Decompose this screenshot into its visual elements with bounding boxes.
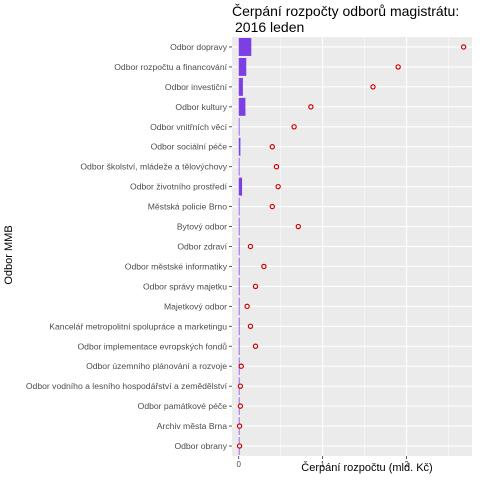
- data-point: [276, 185, 280, 189]
- category-label: Odbor kultury: [175, 102, 227, 112]
- x-tick-label: 0: [236, 460, 241, 469]
- category-label: Bytový odbor: [177, 222, 227, 232]
- category-label: Odbor investiční: [165, 82, 228, 92]
- bar: [239, 38, 252, 56]
- data-point: [462, 45, 466, 49]
- bar: [239, 198, 240, 216]
- category-label: Odbor školství, mládeže a tělovýchovy: [80, 162, 227, 172]
- chart-subtitle: 2016 leden: [235, 19, 304, 35]
- data-point: [237, 424, 241, 428]
- data-point: [253, 284, 257, 288]
- data-point: [239, 364, 243, 368]
- y-axis-title: Odbor MMB: [3, 225, 15, 284]
- data-point: [253, 344, 257, 348]
- category-label: Odbor správy majetku: [143, 281, 227, 291]
- data-point: [248, 324, 252, 328]
- bar: [239, 317, 240, 335]
- bar: [239, 277, 240, 295]
- bar: [239, 218, 240, 236]
- data-point: [270, 145, 274, 149]
- bar: [239, 118, 240, 136]
- bar: [239, 98, 246, 116]
- data-point: [396, 65, 400, 69]
- chart-title: Čerpání rozpočty odborů magistrátu:: [232, 3, 459, 19]
- bar: [239, 337, 240, 355]
- category-label: Odbor městské informatiky: [125, 261, 228, 271]
- data-point: [248, 244, 252, 248]
- data-point: [309, 105, 313, 109]
- category-label: Odbor životního prostředí: [130, 182, 228, 192]
- bar: [239, 78, 243, 96]
- category-label: Odbor sociální péče: [151, 142, 228, 152]
- category-label: Odbor rozpočtu a financování: [114, 62, 227, 72]
- bar: [239, 257, 240, 275]
- data-point: [270, 204, 274, 208]
- category-label: Odbor dopravy: [170, 42, 228, 52]
- bar: [239, 178, 242, 196]
- category-label: Městská policie Brno: [148, 202, 228, 212]
- bar: [239, 297, 240, 315]
- category-label: Odbor územního plánování a rozvoje: [86, 361, 227, 371]
- bar: [239, 238, 240, 256]
- data-point: [238, 404, 242, 408]
- category-label: Kancelář metropolitní spolupráce a marke…: [49, 321, 227, 331]
- data-point: [238, 384, 242, 388]
- category-label: Odbor implementace evropských fondů: [77, 341, 227, 351]
- data-point: [292, 125, 296, 129]
- category-label: Odbor vnitřních věcí: [150, 122, 228, 132]
- bar: [239, 138, 241, 156]
- category-label: Odbor památkové péče: [138, 401, 228, 411]
- bar: [239, 58, 247, 76]
- data-point: [274, 165, 278, 169]
- data-point: [245, 304, 249, 308]
- x-axis-title: Čerpání rozpočtu (mld. Kč): [301, 461, 432, 474]
- data-point: [262, 264, 266, 268]
- data-point: [237, 444, 241, 448]
- data-point: [296, 224, 300, 228]
- category-label: Odbor vodního a lesního hospodářství a z…: [26, 381, 228, 391]
- category-label: Archiv města Brna: [157, 421, 227, 431]
- data-point: [371, 85, 375, 89]
- bar: [239, 158, 240, 176]
- category-label: Majetkový odbor: [164, 301, 227, 311]
- category-label: Odbor obrany: [174, 441, 227, 451]
- y-tick-labels: Odbor dopravy Odbor rozpočtu a financován…: [26, 42, 232, 451]
- category-label: Odbor zdraví: [177, 242, 227, 252]
